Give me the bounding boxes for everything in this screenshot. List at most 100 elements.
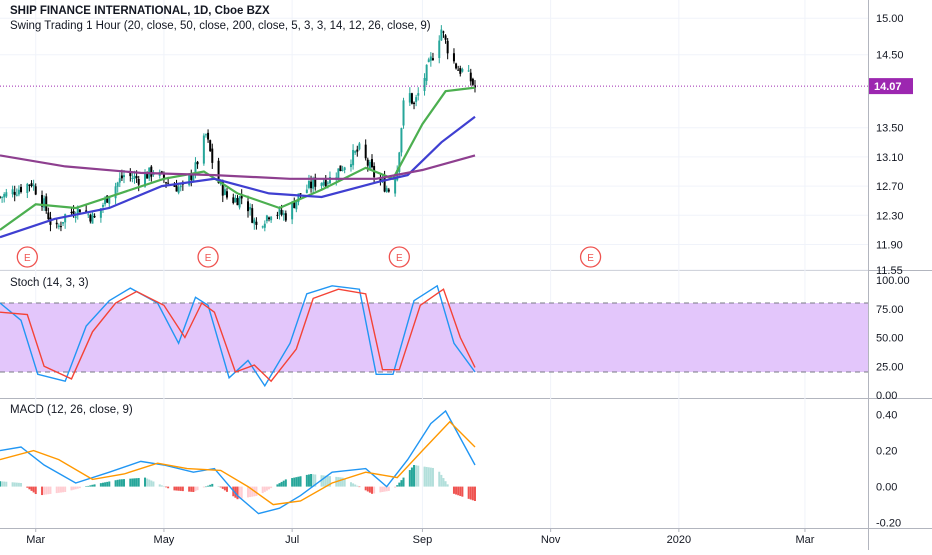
candle bbox=[387, 187, 390, 193]
macd-histogram-bar bbox=[150, 480, 153, 487]
macd-histogram-bar bbox=[263, 486, 266, 492]
candle-body bbox=[444, 35, 447, 40]
macd-histogram-bar bbox=[118, 479, 121, 487]
earnings-marker[interactable]: E bbox=[16, 246, 38, 268]
macd-histogram-bar bbox=[202, 486, 205, 488]
macd-histogram-bar bbox=[280, 481, 283, 487]
candle-body bbox=[249, 207, 252, 210]
candle-body bbox=[459, 68, 462, 74]
macd-histogram-bar bbox=[225, 486, 228, 492]
candle bbox=[249, 203, 252, 216]
macd-histogram-bar bbox=[162, 486, 165, 487]
stoch-title: Stoch (14, 3, 3) bbox=[10, 277, 89, 289]
candle-body bbox=[93, 215, 96, 218]
candle bbox=[276, 211, 279, 220]
candle-body bbox=[146, 173, 149, 179]
candle-body bbox=[234, 197, 237, 203]
candle bbox=[282, 210, 285, 221]
candle-body bbox=[160, 171, 163, 173]
candle-body bbox=[431, 58, 434, 61]
earnings-marker[interactable]: E bbox=[197, 246, 219, 268]
candle bbox=[324, 175, 327, 188]
macd-histogram-bar bbox=[131, 478, 134, 487]
candle bbox=[305, 184, 308, 194]
earnings-marker-circle[interactable] bbox=[579, 246, 602, 268]
candle-body bbox=[381, 179, 384, 181]
candle bbox=[118, 172, 121, 188]
macd-histogram-bar bbox=[104, 482, 107, 487]
candle bbox=[467, 64, 470, 72]
earnings-marker-circle[interactable] bbox=[16, 246, 38, 268]
candle bbox=[13, 185, 16, 202]
macd-histogram-bar bbox=[236, 486, 239, 500]
macd-histogram-bar bbox=[62, 486, 65, 493]
earnings-marker[interactable]: E bbox=[388, 246, 410, 268]
candle bbox=[343, 166, 346, 174]
macd-histogram-bar bbox=[179, 486, 182, 491]
macd-histogram-bar bbox=[211, 483, 214, 487]
price-tick-label: 12.30 bbox=[876, 210, 904, 222]
stoch-line-0 bbox=[0, 284, 476, 388]
candle bbox=[0, 195, 1, 199]
candle-body bbox=[236, 198, 239, 206]
candle bbox=[425, 64, 428, 86]
earnings-marker-circle[interactable] bbox=[388, 246, 410, 268]
candle bbox=[284, 210, 287, 222]
candle-body bbox=[299, 193, 302, 195]
candle bbox=[291, 200, 294, 225]
price-tick-label: 14.50 bbox=[876, 50, 904, 62]
candle-body bbox=[99, 208, 102, 218]
candle bbox=[253, 217, 256, 230]
macd-histogram-bar bbox=[373, 486, 376, 494]
candle bbox=[238, 195, 241, 210]
candle-body bbox=[410, 93, 413, 104]
ma-line-2 bbox=[0, 154, 476, 180]
earnings-marker-circle[interactable] bbox=[197, 246, 219, 268]
candle-body bbox=[423, 77, 426, 91]
candle-body bbox=[207, 132, 210, 140]
candle bbox=[307, 174, 310, 190]
candle bbox=[339, 165, 342, 172]
candle bbox=[417, 87, 420, 101]
candle-body bbox=[91, 213, 94, 224]
macd-histogram-bar bbox=[366, 486, 369, 492]
candle bbox=[93, 213, 96, 219]
macd-histogram-bar bbox=[247, 486, 249, 498]
candle-body bbox=[47, 212, 50, 220]
candle-body bbox=[150, 166, 153, 177]
price-tick-label: 13.50 bbox=[876, 123, 904, 135]
candle bbox=[232, 193, 235, 205]
candle bbox=[427, 57, 430, 63]
candle-body bbox=[282, 213, 285, 216]
candle-body bbox=[137, 178, 140, 185]
candle-body bbox=[167, 182, 170, 184]
macd-histogram-bar bbox=[47, 486, 50, 495]
macd-histogram-bar bbox=[383, 486, 386, 492]
macd-histogram-bar bbox=[265, 486, 268, 491]
candle-body bbox=[45, 196, 48, 211]
macd-histogram-bar bbox=[1, 481, 4, 487]
earnings-marker[interactable]: E bbox=[579, 246, 602, 268]
candle bbox=[207, 129, 210, 143]
macd-histogram-bar bbox=[34, 486, 37, 495]
candle bbox=[459, 65, 462, 77]
candle-body bbox=[263, 223, 266, 228]
candle-body bbox=[32, 184, 35, 187]
candle bbox=[5, 188, 8, 199]
macd-histogram-bar bbox=[446, 484, 449, 487]
macd-histogram-bar bbox=[417, 465, 420, 487]
macd-histogram-bar bbox=[297, 476, 300, 487]
macd-tick-label: 0.40 bbox=[876, 410, 897, 422]
candle-body bbox=[175, 185, 178, 192]
macd-histogram-bar bbox=[123, 479, 125, 487]
candle bbox=[177, 184, 180, 195]
earnings-marker-label: E bbox=[587, 253, 594, 264]
macd-histogram-bar bbox=[129, 478, 132, 487]
macd-histogram-bar bbox=[431, 467, 434, 487]
macd-histogram-bar bbox=[408, 470, 411, 487]
macd-histogram-bar bbox=[181, 486, 184, 492]
macd-histogram-bar bbox=[45, 486, 48, 495]
candle bbox=[26, 182, 29, 199]
